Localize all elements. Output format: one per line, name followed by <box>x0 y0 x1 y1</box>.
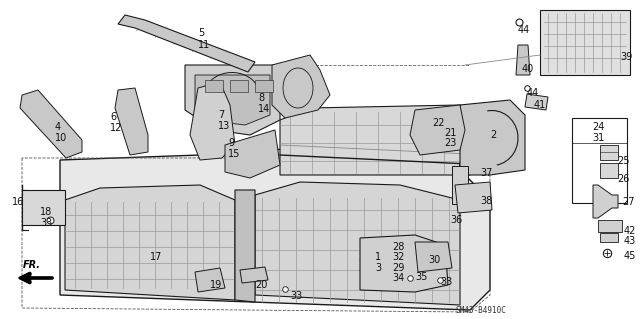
Text: 23: 23 <box>444 138 456 148</box>
Polygon shape <box>516 45 530 75</box>
Text: 29: 29 <box>392 263 404 273</box>
Text: 36: 36 <box>450 215 462 225</box>
Text: 44: 44 <box>527 88 540 98</box>
Polygon shape <box>65 185 235 300</box>
Text: 32: 32 <box>392 252 404 262</box>
Bar <box>255 80 273 92</box>
Polygon shape <box>20 90 82 158</box>
Text: 22: 22 <box>432 118 445 128</box>
Text: 16: 16 <box>12 197 24 207</box>
Text: 4: 4 <box>55 122 61 132</box>
Polygon shape <box>455 182 492 213</box>
Text: 45: 45 <box>624 251 636 261</box>
Text: 33: 33 <box>440 277 452 287</box>
Text: 21: 21 <box>444 128 456 138</box>
Text: 28: 28 <box>392 242 404 252</box>
Ellipse shape <box>549 52 555 56</box>
Text: 26: 26 <box>617 174 629 184</box>
Polygon shape <box>60 145 490 310</box>
Text: 25: 25 <box>617 156 630 166</box>
Text: 33: 33 <box>290 291 302 301</box>
Polygon shape <box>540 10 630 75</box>
Text: 13: 13 <box>218 121 230 131</box>
Ellipse shape <box>589 52 595 56</box>
Text: 14: 14 <box>258 104 270 114</box>
Ellipse shape <box>569 52 575 56</box>
Bar <box>572 118 627 203</box>
Text: 40: 40 <box>522 64 534 74</box>
Text: 11: 11 <box>198 40 211 50</box>
Text: 42: 42 <box>624 226 636 236</box>
Bar <box>452 166 468 204</box>
Polygon shape <box>185 65 280 135</box>
Text: 17: 17 <box>150 252 163 262</box>
Text: 20: 20 <box>255 280 268 290</box>
Text: 41: 41 <box>534 100 547 110</box>
Polygon shape <box>190 82 235 160</box>
Polygon shape <box>460 100 525 175</box>
Polygon shape <box>593 185 618 218</box>
Text: 3: 3 <box>375 263 381 273</box>
Polygon shape <box>115 88 148 155</box>
Text: 24: 24 <box>592 122 604 132</box>
Polygon shape <box>360 235 448 292</box>
Polygon shape <box>600 145 618 160</box>
Text: 7: 7 <box>218 110 224 120</box>
Text: 12: 12 <box>110 123 122 133</box>
Text: 39: 39 <box>620 52 632 62</box>
Text: SM43-B4910C: SM43-B4910C <box>455 306 506 315</box>
Polygon shape <box>118 15 255 72</box>
Text: 6: 6 <box>110 112 116 122</box>
Text: 38: 38 <box>480 196 492 206</box>
Polygon shape <box>272 55 330 118</box>
Polygon shape <box>410 105 465 155</box>
Text: 43: 43 <box>624 236 636 246</box>
Bar <box>230 80 248 92</box>
Text: 18: 18 <box>40 207 52 217</box>
Text: 8: 8 <box>258 93 264 103</box>
Text: 27: 27 <box>622 197 634 207</box>
Text: 15: 15 <box>228 149 241 159</box>
Text: 30: 30 <box>428 255 440 265</box>
Ellipse shape <box>609 28 615 32</box>
Text: 19: 19 <box>210 280 222 290</box>
Polygon shape <box>600 163 618 178</box>
Polygon shape <box>415 242 452 272</box>
Polygon shape <box>280 105 490 175</box>
Ellipse shape <box>569 28 575 32</box>
Polygon shape <box>525 94 548 110</box>
Polygon shape <box>235 190 255 302</box>
Text: 10: 10 <box>55 133 67 143</box>
Text: FR.: FR. <box>23 260 41 270</box>
Text: 31: 31 <box>592 133 604 143</box>
Bar <box>205 80 223 92</box>
Text: 44: 44 <box>518 25 531 35</box>
Text: 37: 37 <box>480 168 492 178</box>
Text: 1: 1 <box>375 252 381 262</box>
Polygon shape <box>240 267 268 283</box>
Polygon shape <box>600 233 618 242</box>
Ellipse shape <box>609 52 615 56</box>
Text: 5: 5 <box>198 28 204 38</box>
Ellipse shape <box>549 28 555 32</box>
Text: 9: 9 <box>228 138 234 148</box>
Ellipse shape <box>589 28 595 32</box>
Text: 33: 33 <box>40 218 52 228</box>
Text: 35: 35 <box>415 272 428 282</box>
Text: 34: 34 <box>392 273 404 283</box>
Polygon shape <box>195 75 270 125</box>
Polygon shape <box>225 130 280 178</box>
Polygon shape <box>195 268 225 292</box>
Polygon shape <box>22 190 65 225</box>
Polygon shape <box>255 182 460 305</box>
Polygon shape <box>598 220 622 232</box>
Text: 2: 2 <box>490 130 496 140</box>
